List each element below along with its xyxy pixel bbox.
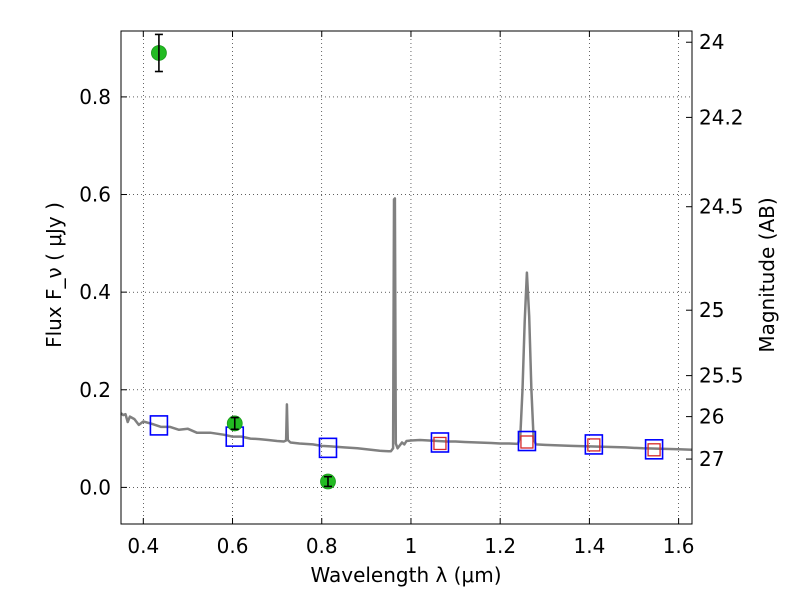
y-tick-label: 0.4 bbox=[79, 280, 111, 304]
x-tick-label: 1.4 bbox=[573, 534, 605, 558]
x-tick-label: 0.6 bbox=[217, 534, 249, 558]
spectrum-layer bbox=[120, 197, 693, 453]
plot-frame bbox=[120, 30, 693, 525]
model-photometry-marker bbox=[318, 437, 338, 459]
model-photometry-marker bbox=[584, 434, 604, 455]
y-tick-label: 0.2 bbox=[79, 378, 111, 402]
right-tick-label: 25 bbox=[699, 298, 724, 322]
marker-layer bbox=[149, 33, 664, 490]
x-tick-labels: 0.4 0.6 0.8 1 1.2 1.4 1.6 bbox=[127, 534, 694, 558]
model-photometry-marker bbox=[517, 430, 537, 452]
right-tick-labels: 24 24.2 24.5 25 25.5 26 27 bbox=[699, 30, 744, 471]
x-tick-label: 0.4 bbox=[127, 534, 159, 558]
y-tick-label: 0.0 bbox=[79, 475, 111, 499]
nir-photometry-marker bbox=[587, 438, 601, 452]
right-tick-label: 27 bbox=[699, 447, 724, 471]
x-axis-title: Wavelength λ (μm) bbox=[310, 563, 501, 587]
spectrum-line bbox=[120, 197, 693, 453]
right-axis-title: Magnitude (AB) bbox=[755, 197, 779, 352]
x-tick-label: 1.2 bbox=[484, 534, 516, 558]
y-tick-labels: 0.0 0.2 0.4 0.6 0.8 bbox=[79, 85, 111, 499]
right-tick-label: 24.2 bbox=[699, 105, 744, 129]
y-tick-label: 0.6 bbox=[79, 183, 111, 207]
model-photometry-marker bbox=[644, 439, 664, 460]
right-tick-label: 24 bbox=[699, 30, 724, 54]
model-photometry-marker bbox=[149, 415, 169, 436]
right-tick-label: 25.5 bbox=[699, 364, 744, 388]
x-tick-label: 1.6 bbox=[663, 534, 695, 558]
x-tick-label: 0.8 bbox=[306, 534, 338, 558]
right-tick-label: 24.5 bbox=[699, 195, 744, 219]
tick-marks bbox=[121, 31, 692, 524]
right-tick-label: 26 bbox=[699, 405, 724, 429]
y-axis-title: Flux F_ν ( μJy ) bbox=[42, 202, 66, 348]
nir-photometry-marker bbox=[520, 435, 534, 449]
nir-photometry-marker bbox=[647, 443, 661, 457]
y-tick-label: 0.8 bbox=[79, 85, 111, 109]
model-photometry-marker bbox=[430, 432, 450, 453]
x-tick-label: 1 bbox=[405, 534, 418, 558]
nir-photometry-marker bbox=[433, 436, 447, 451]
grid-lines bbox=[121, 31, 692, 524]
